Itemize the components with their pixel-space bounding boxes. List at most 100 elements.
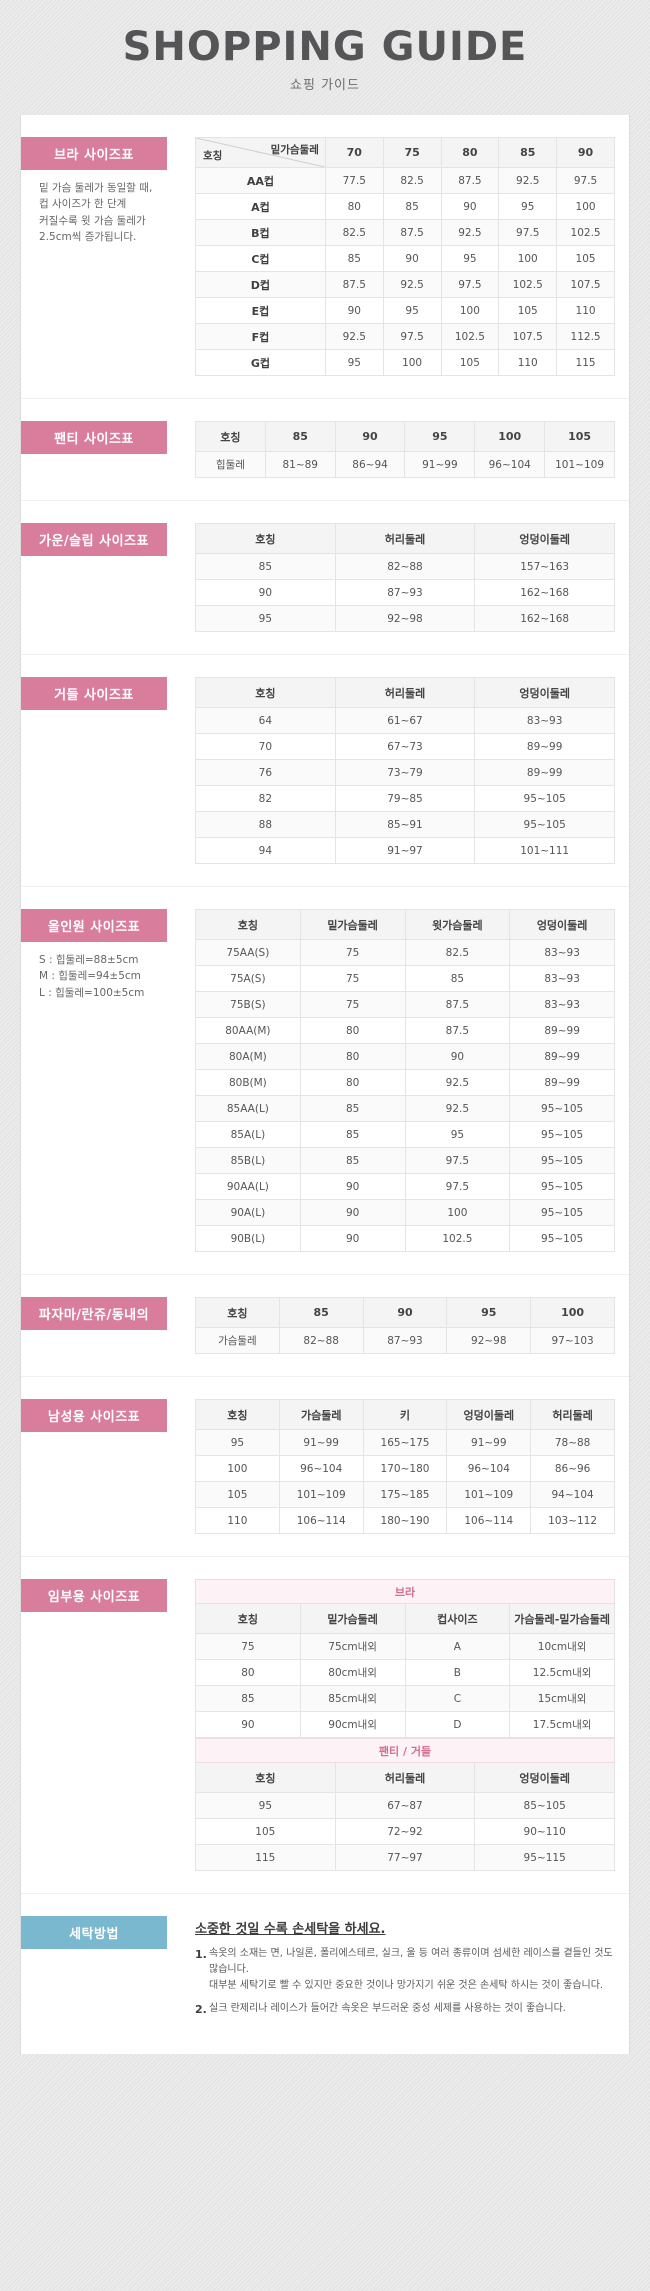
allinone-cell: 102.5 bbox=[404, 1225, 511, 1252]
bra-column-header: 85 bbox=[498, 137, 558, 168]
maternity-panty-cell: 95 bbox=[195, 1792, 336, 1819]
allinone-cell: 90 bbox=[404, 1043, 511, 1070]
bra-cell: 102.5 bbox=[440, 323, 500, 350]
maternity-panty-table-body: 95 67~87 85~105 105 72~92 90~110 115 77~… bbox=[195, 1792, 615, 1871]
maternity-bra-table-body: 75 75cm내외 A 10cm내외 80 80cm내외 B 12.5cm내외 bbox=[195, 1633, 615, 1738]
men-cell: 106~114 bbox=[446, 1507, 532, 1534]
table-row: B컵 82.5 87.5 92.5 97.5 102.5 bbox=[195, 219, 615, 246]
panty-column-header: 100 bbox=[474, 421, 546, 452]
allinone-cell: 95~105 bbox=[509, 1173, 615, 1200]
panty-column-header: 90 bbox=[334, 421, 406, 452]
men-cell: 110 bbox=[195, 1507, 280, 1534]
section-men: 남성용 사이즈표 호칭 가슴둘레 키 엉덩이둘레 허리둘레 bbox=[21, 1376, 629, 1556]
washing-item: 1. 속옷의 소재는 면, 나일론, 폴리에스테르, 실크, 울 등 여러 종류… bbox=[195, 1946, 615, 1994]
bra-cell: 92.5 bbox=[324, 323, 384, 350]
bra-cell: 90 bbox=[324, 297, 384, 324]
pajama-cell: 92~98 bbox=[446, 1327, 532, 1354]
bra-cell: 102.5 bbox=[556, 219, 615, 246]
allinone-cell: 75AA(S) bbox=[195, 939, 301, 966]
table-row: 85 85cm내외 C 15cm내외 bbox=[195, 1685, 615, 1712]
panty-row-label: 힙둘레 bbox=[195, 451, 266, 478]
allinone-size-table: 호칭 밑가슴둘레 윗가슴둘레 엉덩이둘레 75AA(S) 75 82.5 83~… bbox=[195, 909, 615, 1252]
table-row: E컵 90 95 100 105 110 bbox=[195, 297, 615, 324]
girdle-cell: 89~99 bbox=[474, 733, 615, 760]
bra-cell: 85 bbox=[324, 245, 384, 272]
table-row: 105 72~92 90~110 bbox=[195, 1818, 615, 1845]
bra-cell: 107.5 bbox=[556, 271, 615, 298]
men-cell: 100 bbox=[195, 1455, 280, 1482]
girdle-cell: 83~93 bbox=[474, 707, 615, 734]
allinone-table-column: 호칭 밑가슴둘레 윗가슴둘레 엉덩이둘레 75AA(S) 75 82.5 83~… bbox=[195, 909, 615, 1252]
table-row: 88 85~91 95~105 bbox=[195, 811, 615, 838]
pajama-row-label: 가슴둘레 bbox=[195, 1327, 280, 1354]
allinone-cell: 75 bbox=[299, 991, 406, 1018]
gown-table-column: 호칭 허리둘레 엉덩이둘레 85 82~88 157~163 90 bbox=[195, 523, 615, 632]
men-cell: 170~180 bbox=[362, 1455, 448, 1482]
maternity-panty-cell: 85~105 bbox=[474, 1792, 615, 1819]
table-row: 105 101~109 175~185 101~109 94~104 bbox=[195, 1481, 615, 1508]
bra-cell: 107.5 bbox=[498, 323, 558, 350]
bottom-spacer bbox=[0, 2054, 650, 2072]
table-row: 75A(S) 75 85 83~93 bbox=[195, 965, 615, 992]
gown-cell: 92~98 bbox=[334, 605, 476, 632]
bra-cell: 77.5 bbox=[324, 167, 384, 194]
table-row: 75 75cm내외 A 10cm내외 bbox=[195, 1633, 615, 1660]
table-row: C컵 85 90 95 100 105 bbox=[195, 245, 615, 272]
maternity-bra-cell: B bbox=[404, 1659, 511, 1686]
maternity-bra-column-header: 호칭 bbox=[195, 1603, 301, 1634]
maternity-bra-cell: 85cm내외 bbox=[299, 1685, 406, 1712]
maternity-bra-cell: 75 bbox=[195, 1633, 301, 1660]
maternity-bra-table: 브라 호칭 밑가슴둘레 컵사이즈 가슴둘레-밑가슴둘레 75 75cm내외 bbox=[195, 1579, 615, 1738]
bra-cell: 97.5 bbox=[382, 323, 442, 350]
gown-label-column: 가운/슬립 사이즈표 bbox=[21, 523, 195, 566]
men-cell: 165~175 bbox=[362, 1429, 448, 1456]
maternity-bra-cell: A bbox=[404, 1633, 511, 1660]
girdle-column-header: 호칭 bbox=[195, 677, 336, 708]
bra-cell: 95 bbox=[498, 193, 558, 220]
maternity-label-column: 임부용 사이즈표 bbox=[21, 1579, 195, 1622]
pajama-size-table: 호칭 85 90 95 100 가슴둘레 82~88 87~93 92~98 bbox=[195, 1297, 615, 1354]
panty-cell: 86~94 bbox=[334, 451, 406, 478]
bra-cell: 82.5 bbox=[324, 219, 384, 246]
table-row: 115 77~97 95~115 bbox=[195, 1844, 615, 1871]
bra-row-label: D컵 bbox=[195, 271, 326, 298]
allinone-cell: 95~105 bbox=[509, 1095, 615, 1122]
girdle-cell: 61~67 bbox=[334, 707, 476, 734]
allinone-cell: 89~99 bbox=[509, 1043, 615, 1070]
allinone-note-line: L : 힙둘레=100±5cm bbox=[39, 986, 145, 999]
girdle-cell: 70 bbox=[195, 733, 336, 760]
table-row: AA컵 77.5 82.5 87.5 92.5 97.5 bbox=[195, 167, 615, 194]
bra-cell: 82.5 bbox=[382, 167, 442, 194]
bra-note-line: 2.5cm씩 증가됩니다. bbox=[39, 230, 137, 243]
maternity-bra-column-header: 가슴둘레-밑가슴둘레 bbox=[509, 1603, 615, 1634]
bra-cell: 87.5 bbox=[324, 271, 384, 298]
allinone-cell: 85 bbox=[299, 1095, 406, 1122]
washing-item-line: 대부분 세탁기로 빨 수 있지만 중요한 것이나 망가지기 쉬운 것은 손세탁 … bbox=[209, 1980, 604, 1991]
allinone-cell: 90A(L) bbox=[195, 1199, 301, 1226]
men-cell: 86~96 bbox=[530, 1455, 615, 1482]
pajama-cell: 82~88 bbox=[278, 1327, 364, 1354]
gown-cell: 85 bbox=[195, 553, 336, 580]
pajama-label-column: 파자마/란쥬/동내의 bbox=[21, 1297, 195, 1340]
allinone-cell: 80 bbox=[299, 1017, 406, 1044]
bra-cell: 85 bbox=[382, 193, 442, 220]
men-cell: 94~104 bbox=[530, 1481, 615, 1508]
girdle-cell: 79~85 bbox=[334, 785, 476, 812]
section-gown-slip: 가운/슬립 사이즈표 호칭 허리둘레 엉덩이둘레 85 82~88 bbox=[21, 500, 629, 654]
allinone-cell: 90 bbox=[299, 1199, 406, 1226]
men-column-header: 허리둘레 bbox=[530, 1399, 615, 1430]
table-row: 100 96~104 170~180 96~104 86~96 bbox=[195, 1455, 615, 1482]
table-row: 힙둘레 81~89 86~94 91~99 96~104 101~109 bbox=[195, 451, 615, 478]
bra-corner-bottom-label: 호칭 bbox=[203, 150, 223, 162]
bra-row-label: AA컵 bbox=[195, 167, 326, 194]
washing-item-line: 실크 란제리나 레이스가 들어간 속옷은 부드러운 중성 세제를 사용하는 것이… bbox=[209, 2003, 566, 2014]
table-row: 80 80cm내외 B 12.5cm내외 bbox=[195, 1659, 615, 1686]
table-header-row: 호칭 85 90 95 100 bbox=[195, 1297, 615, 1328]
girdle-cell: 88 bbox=[195, 811, 336, 838]
allinone-cell: 83~93 bbox=[509, 939, 615, 966]
allinone-column-header: 밑가슴둘레 bbox=[299, 909, 406, 940]
washing-item-number: 2. bbox=[195, 2003, 207, 2016]
washing-label-column: 세탁방법 bbox=[21, 1916, 195, 1959]
table-row: 64 61~67 83~93 bbox=[195, 707, 615, 734]
table-header-row: 밑가슴둘레 호칭 70 75 80 85 90 bbox=[195, 137, 615, 168]
